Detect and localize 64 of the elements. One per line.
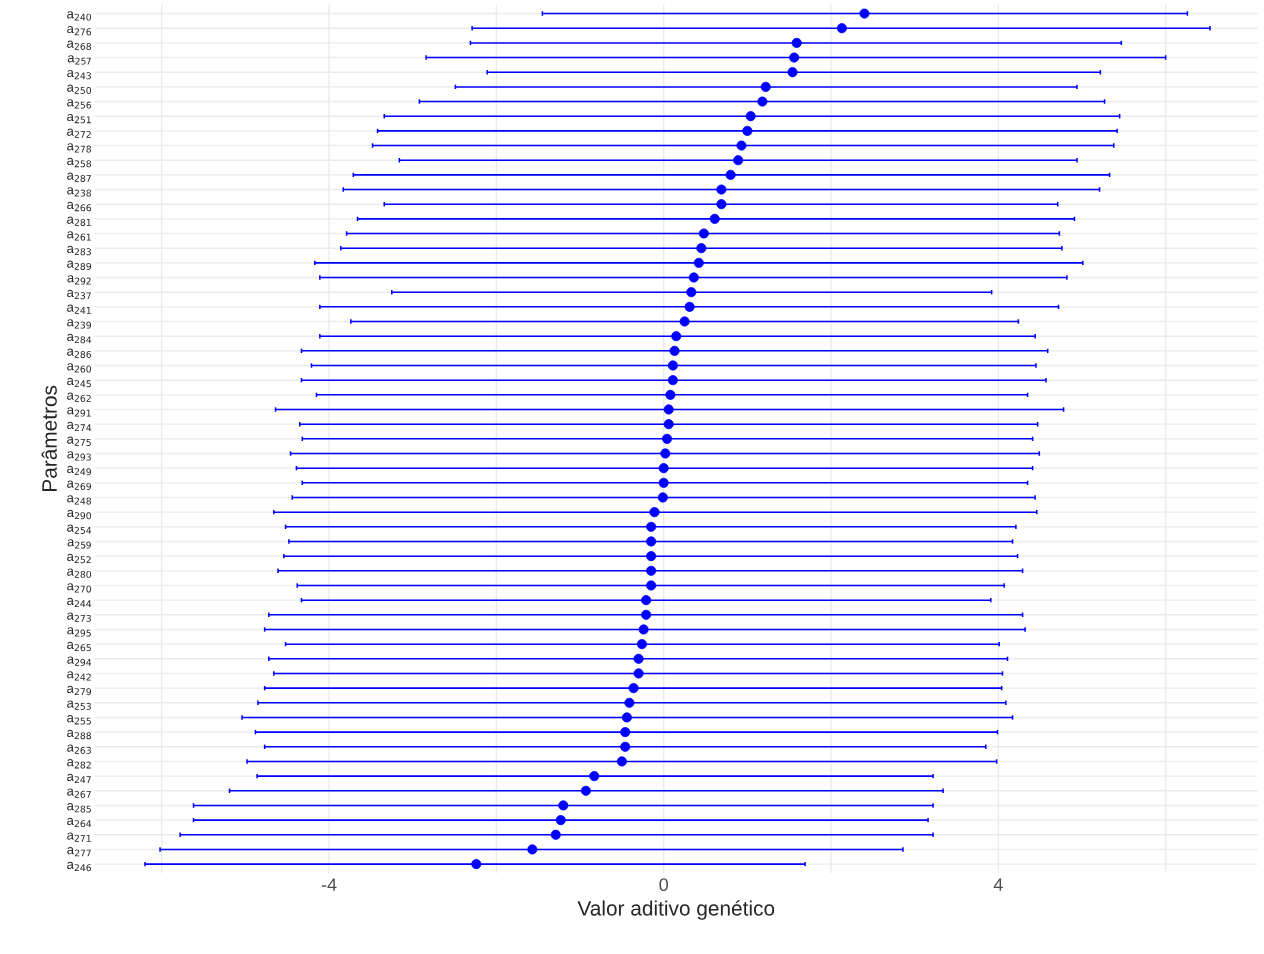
y-tick-label: a$_{247}$ <box>67 773 91 784</box>
y-tick-label: a$_{243}$ <box>67 69 91 80</box>
y-tick-label: a$_{252}$ <box>67 553 91 564</box>
y-tick-label: a$_{253}$ <box>67 700 91 710</box>
y-tick-label: a$_{269}$ <box>67 480 91 490</box>
y-tick-label: a$_{260}$ <box>67 363 92 373</box>
y-tick-label: a$_{263}$ <box>67 744 91 754</box>
y-tick-label: a$_{240}$ <box>67 11 92 21</box>
y-tick-label: a$_{279}$ <box>67 685 91 696</box>
x-tick-label: 0 <box>659 878 669 892</box>
y-tick-label: a$_{280}$ <box>67 568 92 578</box>
y-tick-label: a$_{261}$ <box>67 231 91 241</box>
x-tick-label: 4 <box>993 878 1003 891</box>
y-tick-label: a$_{245}$ <box>67 377 91 388</box>
y-tick-label: a$_{295}$ <box>67 627 91 637</box>
y-tick-label: a$_{242}$ <box>67 671 91 681</box>
y-tick-label: a$_{238}$ <box>67 187 92 197</box>
y-tick-label: a$_{259}$ <box>67 539 91 549</box>
y-tick-label: a$_{288}$ <box>67 729 92 740</box>
y-tick-label: a$_{244}$ <box>67 597 92 608</box>
y-tick-label: a$_{265}$ <box>67 641 91 652</box>
y-tick-label: a$_{287}$ <box>67 172 91 182</box>
y-tick-label: a$_{251}$ <box>67 113 91 124</box>
y-tick-label: a$_{241}$ <box>67 304 91 314</box>
y-tick-label: a$_{250}$ <box>67 84 92 94</box>
y-tick-label: a$_{267}$ <box>67 788 91 798</box>
y-tick-label: a$_{289}$ <box>67 260 91 270</box>
y-tick-label: a$_{277}$ <box>67 847 91 857</box>
y-tick-label: a$_{272}$ <box>67 128 91 138</box>
y-tick-label: a$_{249}$ <box>67 465 91 476</box>
y-tick-label: a$_{262}$ <box>67 392 91 402</box>
y-tick-label: a$_{285}$ <box>67 803 91 813</box>
y-tick-label: a$_{273}$ <box>67 612 91 622</box>
y-tick-label: a$_{292}$ <box>67 275 91 285</box>
y-tick-label: a$_{293}$ <box>67 451 91 461</box>
y-tick-label: a$_{278}$ <box>67 143 92 153</box>
y-tick-label: a$_{256}$ <box>67 99 92 109</box>
y-tick-label: a$_{283}$ <box>67 245 91 256</box>
y-tick-label: a$_{274}$ <box>67 421 92 432</box>
y-tick-label: a$_{276}$ <box>67 25 92 36</box>
y-tick-label: a$_{284}$ <box>67 333 92 344</box>
y-tick-label: a$_{258}$ <box>67 157 92 168</box>
y-tick-label: a$_{282}$ <box>67 759 91 769</box>
y-tick-label: a$_{266}$ <box>67 201 92 212</box>
y-tick-label: a$_{286}$ <box>67 348 92 358</box>
y-tick-label: a$_{255}$ <box>67 715 91 725</box>
y-tick-label: a$_{268}$ <box>67 40 92 50</box>
y-tick-label: a$_{270}$ <box>67 583 92 593</box>
x-tick-label: -4 <box>321 878 337 891</box>
y-axis-title: Parâmetros <box>41 385 57 491</box>
y-tick-label: a$_{237}$ <box>67 289 91 300</box>
y-tick-label: a$_{281}$ <box>67 216 91 226</box>
x-axis-title: Valor aditivo genético <box>577 900 775 920</box>
y-tick-label: a$_{239}$ <box>67 319 91 329</box>
y-tick-label: a$_{246}$ <box>67 861 92 872</box>
y-tick-label: a$_{254}$ <box>67 524 92 534</box>
y-tick-label: a$_{264}$ <box>67 817 92 828</box>
y-tick-label: a$_{290}$ <box>67 509 92 520</box>
y-tick-label: a$_{291}$ <box>67 407 91 417</box>
y-tick-label: a$_{257}$ <box>67 55 91 65</box>
y-tick-label: a$_{248}$ <box>67 495 92 505</box>
y-tick-label: a$_{294}$ <box>67 656 92 666</box>
y-tick-label: a$_{275}$ <box>67 436 91 446</box>
y-tick-label: a$_{271}$ <box>67 832 91 842</box>
